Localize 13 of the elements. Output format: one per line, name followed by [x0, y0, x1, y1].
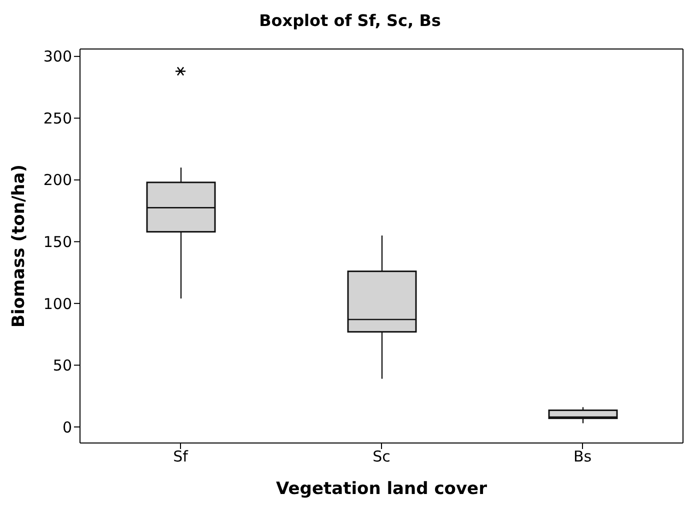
y-tick-label: 200: [43, 171, 72, 190]
x-tick-label: Sc: [372, 448, 390, 466]
x-tick-label: Sf: [173, 448, 189, 466]
chart-title: Boxplot of Sf, Sc, Bs: [258, 10, 442, 32]
y-tick-label: 300: [43, 48, 72, 66]
x-axis-title: Vegetation land cover: [276, 479, 488, 499]
y-tick-label: 0: [62, 418, 72, 436]
y-axis-title: Biomass (ton/ha): [9, 164, 30, 328]
y-tick-label: 250: [43, 109, 72, 128]
x-tick-label: Bs: [573, 448, 592, 466]
y-tick-label: 50: [52, 356, 72, 375]
y-tick-label: 100: [43, 294, 72, 313]
y-tick-label: 150: [43, 233, 72, 251]
